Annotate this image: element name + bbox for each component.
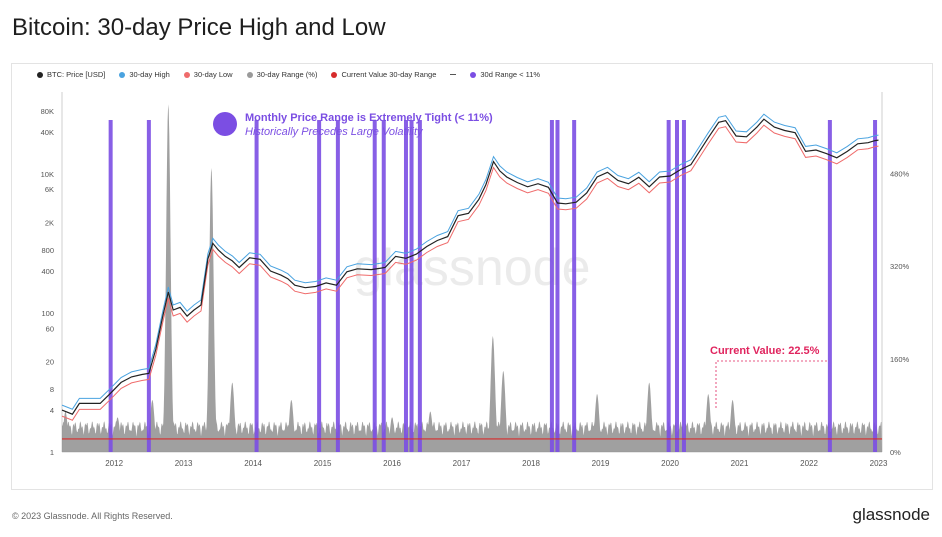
y-right-tick-label: 160% [890,355,910,364]
tight-range-bar [681,120,686,452]
y-right-tick-label: 320% [890,262,910,271]
annotation-line-2: Historically Precedes Large Volatility [245,126,424,138]
x-tick-label: 2013 [175,459,193,468]
tight-range-bar [417,120,422,452]
current-value-label: Current Value: 22.5% [710,345,820,357]
tight-range-bar [873,120,878,452]
legend-item-price[interactable]: BTC: Price [USD] [37,70,105,79]
legend-swatch [470,71,477,78]
tight-range-bar [675,120,679,452]
y-left-tick-label: 10K [41,170,54,179]
tight-range-bar [572,120,577,452]
x-tick-label: 2014 [244,459,262,468]
legend-label: 30-day Range (%) [256,70,318,79]
legend-label: BTC: Price [USD] [47,70,106,79]
y-left-tick-label: 4 [50,406,54,415]
tight-range-bar [146,120,151,452]
x-tick-label: 2012 [105,459,123,468]
legend-item-tight[interactable]: 30d Range < 11% [470,70,540,79]
x-tick-label: 2021 [731,459,749,468]
brand-logo: glassnode [852,505,930,524]
legend-label: 30-day High [129,70,170,79]
legend-item-current[interactable]: Current Value 30-day Range [331,70,436,79]
tight-range-bar [317,120,322,452]
legend-item-range[interactable]: 30-day Range (%) [246,70,318,79]
tight-range-bar [549,120,554,452]
tight-range-bar [254,120,259,452]
y-left-tick-label: 80K [41,107,54,116]
legend-label: Current Value 30-day Range [341,70,437,79]
legend-item-separator [450,70,457,79]
x-tick-label: 2016 [383,459,401,468]
tight-range-bar [403,120,408,452]
x-tick-label: 2019 [592,459,610,468]
x-tick-label: 2023 [870,459,888,468]
legend-label: 30-day Low [193,70,233,79]
tight-range-bar [827,120,832,452]
y-left-tick-label: 40K [41,128,54,137]
legend-label: 30d Range < 11% [480,70,541,79]
tight-range-bar [335,120,340,452]
y-left-tick-label: 1 [50,448,54,457]
y-left-tick-label: 20 [46,358,54,367]
legend-swatch [183,71,190,78]
annotation-line-1: Monthly Price Range is Extremely Tight (… [245,112,493,124]
tight-range-bar [372,120,377,452]
page-title: Bitcoin: 30-day Price High and Low [12,14,386,41]
copyright: © 2023 Glassnode. All Rights Reserved. [12,511,173,521]
tight-range-bar [409,120,414,452]
legend-dash [450,74,457,75]
x-tick-label: 2020 [661,459,679,468]
y-right-tick-label: 480% [890,169,910,178]
y-left-tick-label: 800 [41,246,54,255]
y-left-tick-label: 8 [50,385,54,394]
chart-legend: BTC: Price [USD] 30-day High 30-day Low … [37,70,540,79]
x-tick-label: 2018 [522,459,540,468]
series-30d-high [61,113,879,410]
tight-range-bar [666,120,671,452]
x-tick-label: 2015 [314,459,332,468]
y-right-tick-label: 0% [890,448,901,457]
legend-item-low[interactable]: 30-day Low [183,70,233,79]
y-left-tick-label: 2K [45,218,54,227]
series-price [61,118,879,415]
y-left-tick-label: 60 [46,324,54,333]
y-left-tick-label: 100 [41,309,54,318]
x-tick-label: 2017 [453,459,471,468]
tight-range-bar [555,120,560,452]
tight-range-bar [108,120,113,452]
tight-range-bar [381,120,386,452]
annotation-dot [213,112,237,136]
legend-item-high[interactable]: 30-day High [119,70,170,79]
legend-swatch [119,71,126,78]
legend-swatch [331,71,338,78]
legend-swatch [246,71,253,78]
x-tick-label: 2022 [800,459,818,468]
series-30d-low [61,124,879,421]
y-left-tick-label: 400 [41,267,54,276]
current-value-leader [715,360,828,408]
watermark: glassnode [353,239,590,297]
y-left-tick-label: 6K [45,185,54,194]
legend-swatch [37,71,43,78]
